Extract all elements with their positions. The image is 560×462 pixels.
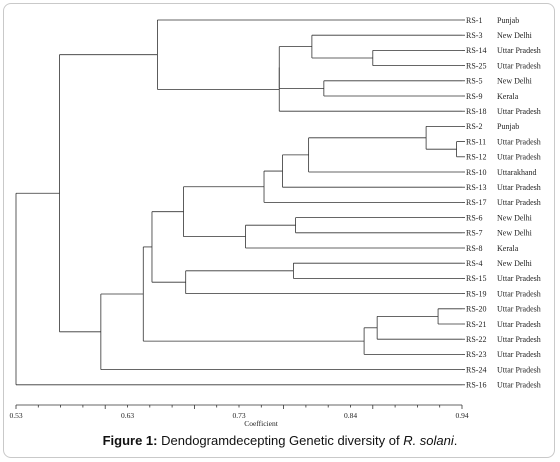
leaf-labels: RS-1 Punjab RS-3 New Delhi RS-14 Uttar Prades…	[462, 16, 541, 390]
leaf-location-label: Uttar Pradesh	[497, 335, 541, 344]
coefficient-axis: 0.53 0.63 0.73 0.84 0.94 Coefficient	[9, 404, 469, 428]
leaf-location-label: Uttar Pradesh	[497, 289, 541, 298]
leaf-location-label: Uttar Pradesh	[497, 350, 541, 359]
leaf-id-label: RS-11	[466, 137, 486, 146]
leaf-id-label: RS-21	[466, 320, 486, 329]
leaf-location-label: New Delhi	[497, 213, 533, 222]
leaf-location-label: Uttar Pradesh	[497, 198, 541, 207]
axis-tick-label: 0.53	[9, 411, 22, 420]
leaf-id-label: RS-25	[466, 61, 486, 70]
leaf-id-label: RS-13	[466, 183, 486, 192]
leaf-id-label: RS-23	[466, 350, 486, 359]
figure-frame	[3, 3, 555, 458]
leaf-id-label: RS-14	[466, 46, 486, 55]
leaf-location-label: Punjab	[497, 16, 519, 25]
leaf-id-label: RS-6	[466, 213, 482, 222]
axis-tick-label: 0.73	[232, 411, 245, 420]
leaf-location-label: Kerala	[497, 92, 519, 101]
leaf-location-label: Uttar Pradesh	[497, 46, 541, 55]
leaf-location-label: Uttar Pradesh	[497, 381, 541, 390]
leaf-location-label: New Delhi	[497, 259, 533, 268]
dendrogram-links	[15, 19, 462, 386]
axis-title: Coefficient	[244, 419, 279, 428]
leaf-location-label: Uttar Pradesh	[497, 274, 541, 283]
leaf-id-label: RS-4	[466, 259, 482, 268]
dendrogram-chart: RS-1 Punjab RS-3 New Delhi RS-14 Uttar Prades…	[9, 16, 541, 428]
leaf-id-label: RS-2	[466, 122, 482, 131]
leaf-id-label: RS-10	[466, 168, 486, 177]
axis-tick-label: 0.63	[121, 411, 134, 420]
caption-text: Dendogramdecepting Genetic diversity of	[157, 433, 404, 448]
leaf-id-label: RS-12	[466, 153, 486, 162]
axis-tick-label: 0.94	[455, 411, 468, 420]
leaf-location-label: New Delhi	[497, 229, 533, 238]
caption-species: R. solani	[403, 433, 454, 448]
leaf-location-label: Uttar Pradesh	[497, 320, 541, 329]
leaf-id-label: RS-22	[466, 335, 486, 344]
leaf-location-label: Uttar Pradesh	[497, 365, 541, 374]
leaf-location-label: Punjab	[497, 122, 519, 131]
leaf-id-label: RS-5	[466, 77, 482, 86]
leaf-id-label: RS-9	[466, 92, 482, 101]
leaf-location-label: Uttarakhand	[497, 168, 537, 177]
leaf-location-label: Uttar Pradesh	[497, 107, 541, 116]
caption-prefix: Figure 1:	[102, 433, 158, 448]
figure-caption: Figure 1: Dendogramdecepting Genetic div…	[0, 433, 560, 448]
leaf-id-label: RS-18	[466, 107, 486, 116]
leaf-location-label: New Delhi	[497, 31, 533, 40]
leaf-location-label: Uttar Pradesh	[497, 61, 541, 70]
leaf-id-label: RS-7	[466, 229, 482, 238]
leaf-id-label: RS-16	[466, 381, 486, 390]
leaf-location-label: Uttar Pradesh	[497, 305, 541, 314]
axis-tick-label: 0.84	[344, 411, 357, 420]
leaf-location-label: Kerala	[497, 244, 519, 253]
leaf-id-label: RS-24	[466, 365, 486, 374]
axis-ticks: 0.53 0.63 0.73 0.84 0.94	[9, 405, 469, 420]
leaf-location-label: Uttar Pradesh	[497, 137, 541, 146]
leaf-id-label: RS-8	[466, 244, 482, 253]
leaf-location-label: Uttar Pradesh	[497, 183, 541, 192]
leaf-id-label: RS-15	[466, 274, 486, 283]
leaf-id-label: RS-17	[466, 198, 486, 207]
leaf-location-label: Uttar Pradesh	[497, 153, 541, 162]
leaf-id-label: RS-3	[466, 31, 482, 40]
leaf-location-label: New Delhi	[497, 77, 533, 86]
leaf-id-label: RS-19	[466, 289, 486, 298]
caption-suffix: .	[453, 433, 458, 448]
leaf-id-label: RS-20	[466, 305, 486, 314]
leaf-id-label: RS-1	[466, 16, 482, 25]
